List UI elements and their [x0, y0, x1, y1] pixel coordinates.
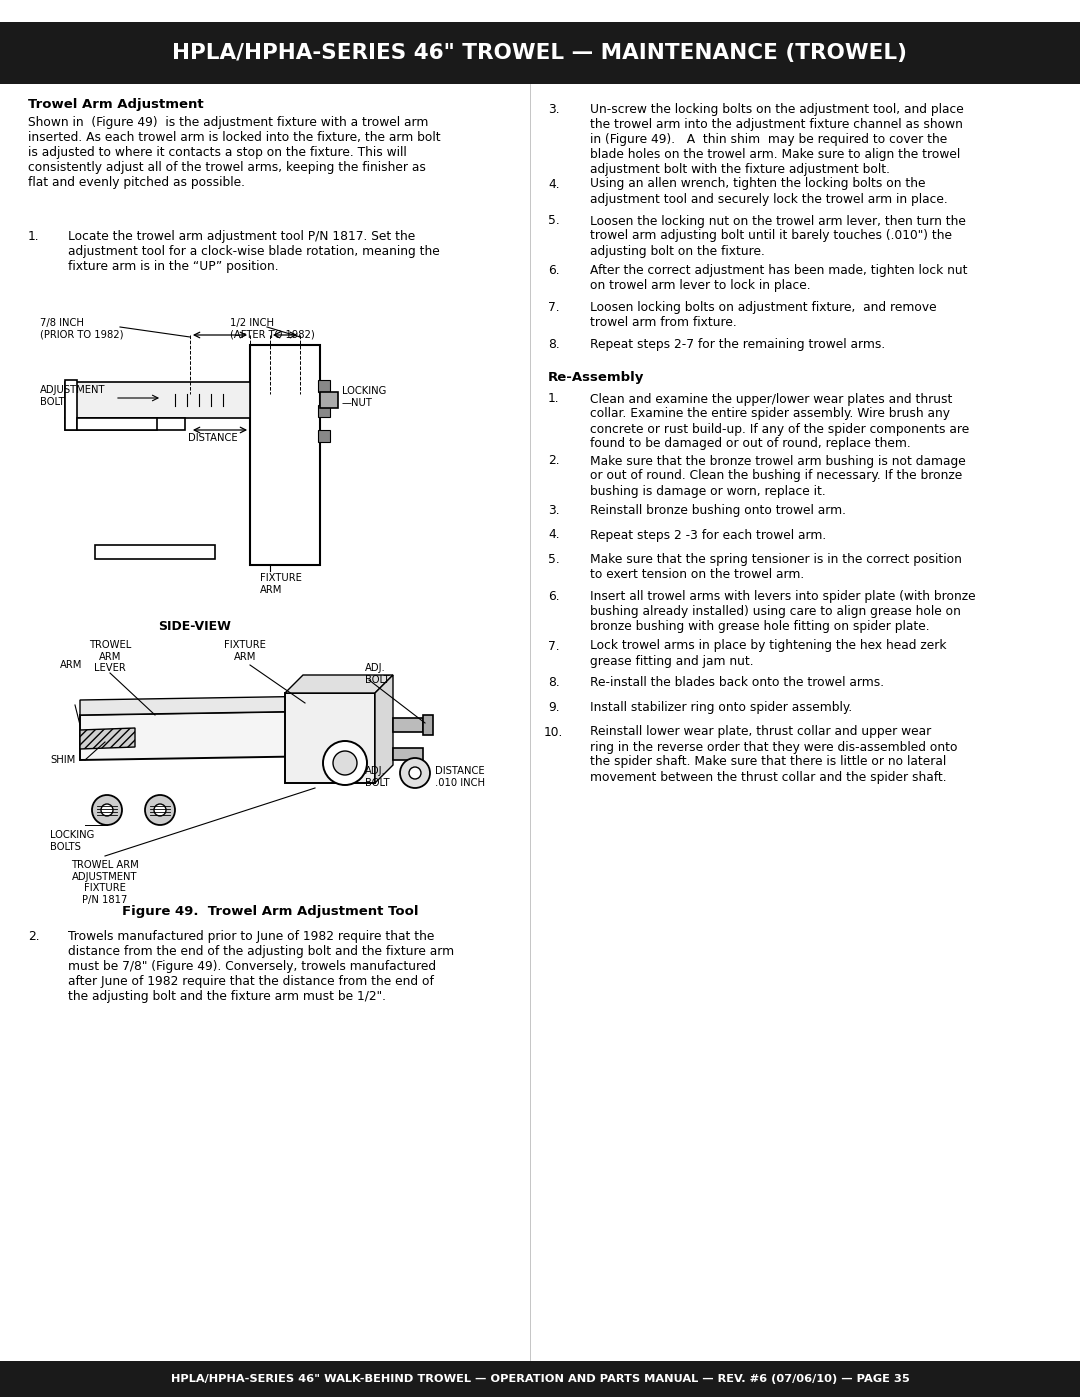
Text: Loosen the locking nut on the trowel arm lever, then turn the
trowel arm adjusti: Loosen the locking nut on the trowel arm…	[590, 215, 966, 257]
Text: Repeat steps 2-7 for the remaining trowel arms.: Repeat steps 2-7 for the remaining trowe…	[590, 338, 886, 351]
Bar	[65, 418, 185, 430]
Bar	[160, 393, 172, 408]
Text: Using an allen wrench, tighten the locking bolts on the
adjustment tool and secu: Using an allen wrench, tighten the locki…	[590, 177, 948, 205]
Text: 2.: 2.	[548, 454, 559, 468]
Text: ADJ.
BOLT: ADJ. BOLT	[365, 766, 390, 788]
Circle shape	[400, 759, 430, 788]
Text: Locate the trowel arm adjustment tool P/N 1817. Set the
adjustment tool for a cl: Locate the trowel arm adjustment tool P/…	[68, 231, 440, 272]
Bar	[95, 545, 215, 559]
Circle shape	[409, 767, 421, 780]
Text: FIXTURE
ARM: FIXTURE ARM	[260, 573, 302, 595]
Text: 9.: 9.	[548, 701, 559, 714]
Text: Make sure that the spring tensioner is in the correct position
to exert tension : Make sure that the spring tensioner is i…	[590, 553, 962, 581]
Text: Lock trowel arms in place by tightening the hex head zerk
grease fitting and jam: Lock trowel arms in place by tightening …	[590, 640, 946, 668]
Bar	[318, 430, 330, 441]
Bar	[318, 405, 330, 416]
Bar	[393, 718, 423, 732]
Text: ARM: ARM	[60, 659, 82, 671]
Text: LOCKING
BOLTS: LOCKING BOLTS	[50, 830, 94, 852]
Bar	[318, 380, 330, 393]
Text: 6.: 6.	[548, 264, 559, 277]
Text: 8.: 8.	[548, 676, 559, 690]
Bar	[0, 1361, 1080, 1397]
Text: Un-screw the locking bolts on the adjustment tool, and place
the trowel arm into: Un-screw the locking bolts on the adjust…	[590, 103, 963, 176]
Text: Install stabilizer ring onto spider assembly.: Install stabilizer ring onto spider asse…	[590, 701, 852, 714]
Text: 1.: 1.	[28, 231, 40, 243]
Text: DISTANCE
.010 INCH: DISTANCE .010 INCH	[435, 766, 485, 788]
Polygon shape	[285, 675, 393, 693]
Text: 5.: 5.	[548, 553, 559, 566]
Text: FIXTURE
ARM: FIXTURE ARM	[224, 640, 266, 662]
Bar	[320, 393, 338, 408]
Text: LOCKING
—NUT: LOCKING —NUT	[342, 386, 387, 408]
Text: 2.: 2.	[28, 930, 40, 943]
Circle shape	[323, 740, 367, 785]
Text: Figure 49.  Trowel Arm Adjustment Tool: Figure 49. Trowel Arm Adjustment Tool	[122, 905, 418, 918]
Text: Trowels manufactured prior to June of 1982 require that the
distance from the en: Trowels manufactured prior to June of 19…	[68, 930, 454, 1003]
Bar	[393, 747, 423, 760]
Text: 5.: 5.	[548, 215, 559, 228]
Polygon shape	[80, 710, 390, 760]
Polygon shape	[80, 728, 135, 749]
Text: SIDE-VIEW: SIDE-VIEW	[159, 620, 231, 633]
Text: 3.: 3.	[548, 103, 559, 116]
Polygon shape	[80, 694, 390, 715]
Text: SHIM: SHIM	[50, 754, 76, 766]
Text: Shown in  (Figure 49)  is the adjustment fixture with a trowel arm
inserted. As : Shown in (Figure 49) is the adjustment f…	[28, 116, 441, 189]
Text: DISTANCE: DISTANCE	[188, 433, 238, 443]
Bar	[249, 345, 320, 564]
Text: TROWEL ARM
ADJUSTMENT
FIXTURE
P/N 1817: TROWEL ARM ADJUSTMENT FIXTURE P/N 1817	[71, 861, 139, 905]
Bar	[423, 715, 433, 735]
Text: Reinstall bronze bushing onto trowel arm.: Reinstall bronze bushing onto trowel arm…	[590, 504, 846, 517]
Text: Make sure that the bronze trowel arm bushing is not damage
or out of round. Clea: Make sure that the bronze trowel arm bus…	[590, 454, 966, 497]
Text: 3.: 3.	[548, 504, 559, 517]
Text: 10.: 10.	[544, 725, 564, 739]
Bar	[0, 22, 1080, 84]
Text: Repeat steps 2 -3 for each trowel arm.: Repeat steps 2 -3 for each trowel arm.	[590, 528, 826, 542]
Bar	[65, 381, 249, 418]
Text: Re-Assembly: Re-Assembly	[548, 370, 645, 384]
Text: Re-install the blades back onto the trowel arms.: Re-install the blades back onto the trow…	[590, 676, 885, 690]
Text: 7.: 7.	[548, 300, 559, 314]
Text: 8.: 8.	[548, 338, 559, 351]
Text: HPLA/HPHA-SERIES 46" WALK-BEHIND TROWEL — OPERATION AND PARTS MANUAL — REV. #6 (: HPLA/HPHA-SERIES 46" WALK-BEHIND TROWEL …	[171, 1375, 909, 1384]
Text: 7/8 INCH
(PRIOR TO 1982): 7/8 INCH (PRIOR TO 1982)	[40, 319, 123, 339]
Circle shape	[102, 805, 113, 816]
Text: Reinstall lower wear plate, thrust collar and upper wear
ring in the reverse ord: Reinstall lower wear plate, thrust colla…	[590, 725, 958, 784]
Bar	[285, 693, 375, 782]
Text: After the correct adjustment has been made, tighten lock nut
on trowel arm lever: After the correct adjustment has been ma…	[590, 264, 968, 292]
Text: HPLA/HPHA-SERIES 46" TROWEL — MAINTENANCE (TROWEL): HPLA/HPHA-SERIES 46" TROWEL — MAINTENANC…	[173, 43, 907, 63]
Text: Trowel Arm Adjustment: Trowel Arm Adjustment	[28, 98, 204, 110]
Text: ADJ.
BOLT: ADJ. BOLT	[365, 664, 390, 685]
Text: TROWEL
ARM
LEVER: TROWEL ARM LEVER	[89, 640, 131, 673]
Text: 1.: 1.	[548, 393, 559, 405]
Text: 4.: 4.	[548, 177, 559, 190]
Polygon shape	[375, 675, 393, 782]
Text: ADJUSTMENT
BOLT: ADJUSTMENT BOLT	[40, 386, 106, 407]
Circle shape	[145, 795, 175, 826]
Circle shape	[92, 795, 122, 826]
Text: 7.: 7.	[548, 640, 559, 652]
Circle shape	[154, 805, 166, 816]
Text: Loosen locking bolts on adjustment fixture,  and remove
trowel arm from fixture.: Loosen locking bolts on adjustment fixtu…	[590, 300, 936, 330]
Text: 6.: 6.	[548, 590, 559, 604]
Text: Insert all trowel arms with levers into spider plate (with bronze
bushing alread: Insert all trowel arms with levers into …	[590, 590, 975, 633]
Circle shape	[333, 752, 357, 775]
Text: Clean and examine the upper/lower wear plates and thrust
collar. Examine the ent: Clean and examine the upper/lower wear p…	[590, 393, 969, 450]
Bar	[65, 380, 77, 430]
Text: 1/2 INCH
(AFTER TO 1982): 1/2 INCH (AFTER TO 1982)	[230, 319, 314, 339]
Bar	[77, 418, 157, 430]
Bar	[170, 394, 249, 407]
Text: 4.: 4.	[548, 528, 559, 542]
